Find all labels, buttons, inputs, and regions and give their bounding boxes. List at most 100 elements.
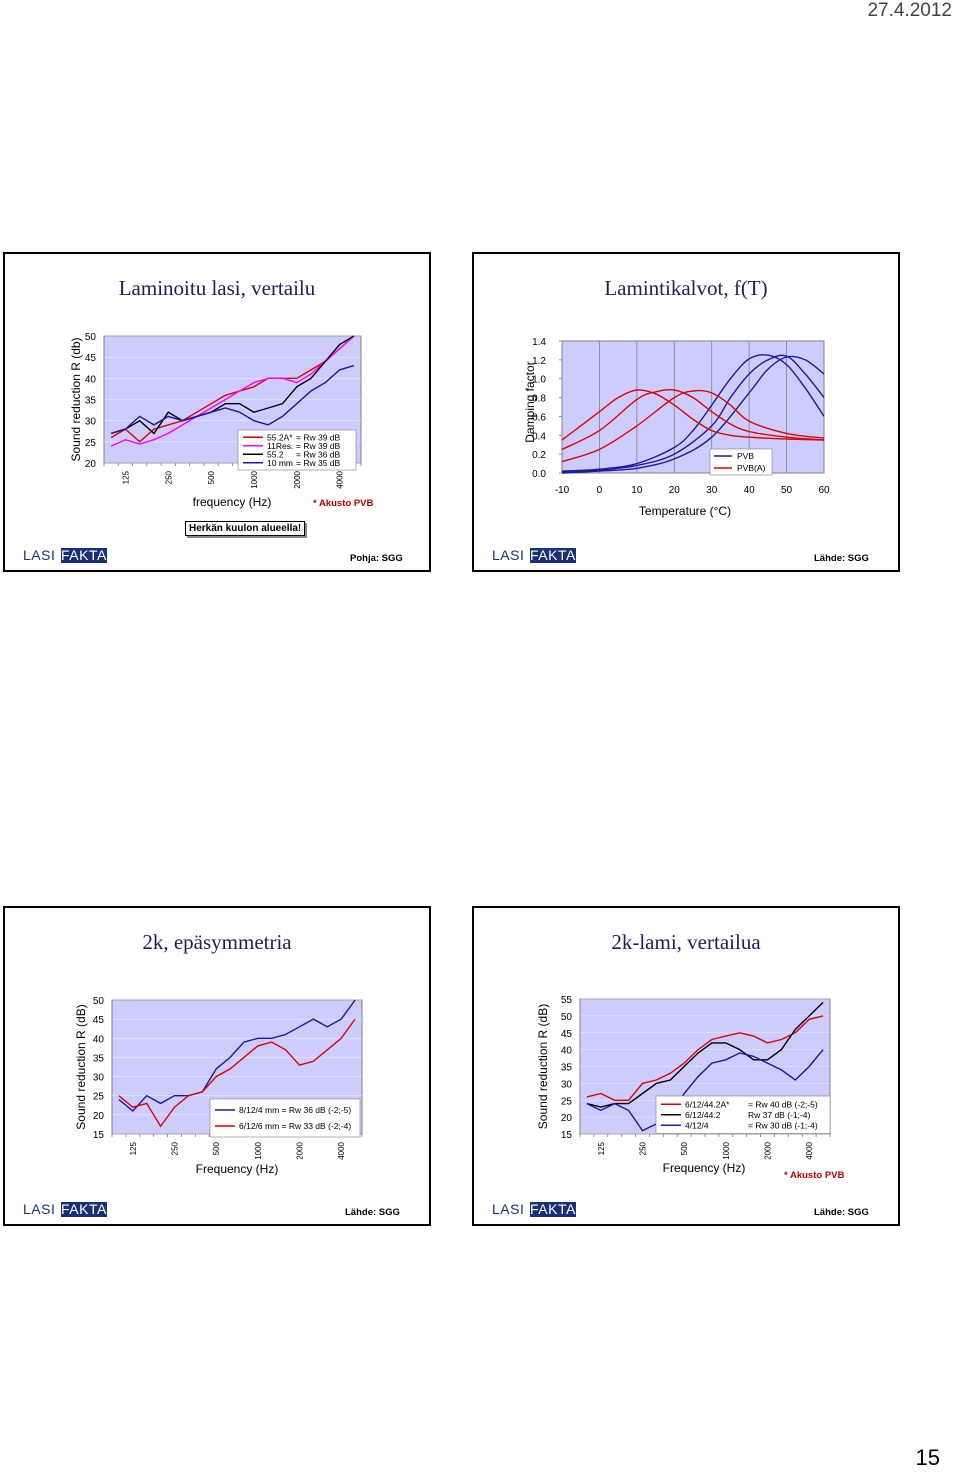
- legend-box: [655, 1095, 831, 1134]
- slide-interlayer-films: Lamintikalvot, f(T) -10 0 10 20 30 40 50 60 0.0 0…: [472, 252, 900, 572]
- legend-label: 55.2: [267, 449, 284, 459]
- y-tick-label: 20: [561, 1113, 573, 1124]
- legend-rw: = Rw 30 dB (-1;-4): [748, 1120, 818, 1130]
- legend-label: PVB: [737, 451, 754, 461]
- x-tick-label: 125: [121, 470, 130, 484]
- y-tick-label: 20: [93, 1111, 105, 1122]
- y-axis-label: Sound reduction R (dB): [74, 1004, 88, 1129]
- sound-reduction-chart-2: 15 20 25 30 35 40 45 50 125 250 500 1000 2000 4000 Sou…: [74, 996, 363, 1176]
- y-tick-label: 25: [561, 1096, 573, 1107]
- legend-label: 4/12/4: [685, 1120, 709, 1130]
- x-axis-label: frequency (Hz): [193, 495, 272, 509]
- y-tick-label: 1.2: [532, 356, 546, 367]
- y-tick-label: 45: [561, 1029, 573, 1040]
- series-curve: [561, 389, 825, 463]
- series-curve: [561, 389, 825, 441]
- x-tick-label: 60: [818, 485, 830, 496]
- y-tick-label: 35: [93, 1053, 105, 1064]
- legend-label: 6/12/44.2A*: [685, 1099, 730, 1109]
- legend-rw: = Rw 36 dB: [296, 449, 341, 459]
- y-tick-label: 25: [85, 438, 97, 449]
- x-tick-label: -10: [555, 485, 570, 496]
- series-line: [586, 1049, 824, 1132]
- x-tick-label: 2000: [764, 1141, 773, 1159]
- x-tick-label: 500: [680, 1141, 689, 1155]
- y-tick-label: 55: [561, 995, 573, 1006]
- lasifakta-logo: LASI FAKTA: [23, 1201, 107, 1217]
- legend-label: 55.2A*: [267, 432, 293, 442]
- slide-title: Laminoitu lasi, vertailu: [118, 276, 316, 300]
- x-tick-label: 30: [706, 485, 718, 496]
- x-tick-label: 125: [597, 1141, 606, 1155]
- x-tick-label: 4000: [805, 1141, 814, 1159]
- y-tick-label: 40: [93, 1034, 105, 1045]
- page-number: 15: [915, 1445, 940, 1470]
- y-tick-label: 50: [93, 996, 105, 1007]
- y-tick-label: 25: [93, 1092, 105, 1103]
- akusto-pvb-note: * Akusto PVB: [784, 1170, 845, 1181]
- legend-label: 8/12/4 mm = Rw 36 dB (-2;-5): [239, 1105, 351, 1115]
- series-curve: [561, 388, 825, 451]
- x-axis-label: Frequency (Hz): [663, 1161, 746, 1175]
- legend-rw: = Rw 40 dB (-2;-5): [748, 1099, 818, 1109]
- sound-reduction-chart-1: 20 25 30 35 40 45 50 125 250 500 1000 2000 4000 Sound…: [69, 332, 362, 509]
- y-tick-label: 1.4: [532, 337, 546, 348]
- legend-label: 6/12/44.2: [685, 1110, 721, 1120]
- x-tick-label: 4000: [337, 1141, 346, 1159]
- x-axis-label: Frequency (Hz): [196, 1162, 279, 1176]
- x-tick-label: 1000: [254, 1141, 263, 1159]
- y-tick-label: 0.8: [532, 394, 546, 405]
- series-line: [118, 1018, 356, 1128]
- x-tick-label: 1000: [722, 1141, 731, 1159]
- legend-label: 10 mm: [267, 458, 293, 468]
- legend-box: [209, 1098, 361, 1138]
- legend-rw: Rw 37 dB (-1;-4): [748, 1110, 811, 1120]
- y-tick-label: 20: [85, 459, 97, 470]
- y-tick-label: 0.4: [532, 431, 546, 442]
- slide-2k-lami-comparison: 2k-lami, vertailua 15 20 25 30 35 40 45 50 55 125…: [472, 906, 900, 1226]
- slide-laminated-glass: Laminoitu lasi, vertailu 20 25 30 35 40 45 50 1…: [3, 252, 431, 572]
- x-tick-label: 250: [639, 1141, 648, 1155]
- x-tick-label: 50: [781, 485, 793, 496]
- y-tick-label: 0.0: [532, 469, 546, 480]
- slide-title: 2k, epäsymmetria: [142, 930, 292, 954]
- source-label: Lähde: SGG: [345, 1207, 400, 1218]
- y-tick-label: 50: [85, 332, 97, 343]
- sound-reduction-chart-3: 15 20 25 30 35 40 45 50 55 125 250 500 1000 2000 4000 S…: [536, 995, 831, 1175]
- y-tick-label: 40: [85, 374, 97, 385]
- y-tick-label: 30: [85, 417, 97, 428]
- source-label: Lähde: SGG: [814, 553, 869, 564]
- y-tick-label: 45: [85, 353, 97, 364]
- source-label: Lähde: SGG: [814, 1207, 869, 1218]
- akusto-pvb-note: * Akusto PVB: [313, 498, 374, 509]
- y-tick-label: 35: [561, 1063, 573, 1074]
- lasifakta-logo: LASI FAKTA: [492, 1201, 576, 1217]
- slide-asymmetric-2k: 2k, epäsymmetria 15 20 25 30 35 40 45 50 125 250 5…: [3, 906, 431, 1226]
- page-date: 27.4.2012: [867, 0, 952, 21]
- y-tick-label: 30: [561, 1079, 573, 1090]
- x-tick-label: 500: [212, 1141, 221, 1155]
- y-tick-label: 50: [561, 1012, 573, 1023]
- damping-factor-chart: -10 0 10 20 30 40 50 60 0.0 0.2 0.4 0.6 0.8 1.0 1.2 1.4…: [523, 337, 830, 518]
- x-tick-label: 500: [207, 470, 216, 484]
- plot-area: [561, 340, 825, 474]
- x-axis-label: Temperature (°C): [639, 504, 731, 518]
- y-tick-label: 45: [93, 1015, 105, 1026]
- legend-label: 6/12/6 mm = Rw 33 dB (-2;-4): [239, 1121, 351, 1131]
- y-axis-label: Sound reduction R (dB): [536, 1004, 550, 1129]
- series-line: [110, 335, 355, 447]
- y-axis-label: Sound reduction R (db): [69, 337, 83, 461]
- legend-label: 11Res.: [267, 441, 293, 451]
- slide-title: Lamintikalvot, f(T): [604, 276, 768, 300]
- legend-rw: = Rw 35 dB: [296, 458, 341, 468]
- legend-label: PVB(A): [737, 463, 766, 473]
- x-tick-label: 20: [669, 485, 681, 496]
- y-tick-label: 30: [93, 1073, 105, 1084]
- lasifakta-logo: LASI FAKTA: [492, 547, 576, 563]
- x-tick-label: 4000: [336, 470, 345, 488]
- x-tick-label: 250: [171, 1141, 180, 1155]
- x-tick-label: 0: [597, 485, 603, 496]
- y-tick-label: 15: [93, 1130, 105, 1141]
- series-line: [586, 1015, 824, 1102]
- legend-rw: = Rw 39 dB: [296, 432, 341, 442]
